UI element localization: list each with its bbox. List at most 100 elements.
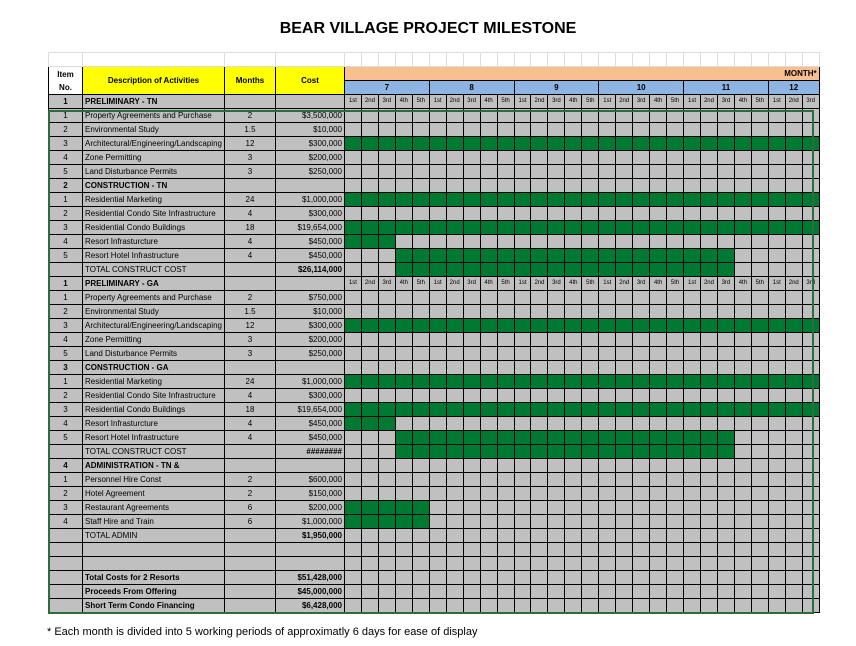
cost-value[interactable]: $10,000 (274, 304, 345, 319)
gantt-cell[interactable] (767, 262, 786, 277)
gantt-cell[interactable] (733, 500, 752, 515)
gantt-cell[interactable] (479, 570, 498, 585)
period-label[interactable]: 3rd (462, 276, 481, 291)
gantt-cell[interactable] (343, 332, 362, 347)
gantt-cell[interactable] (462, 290, 481, 305)
gantt-bar-cell[interactable] (428, 248, 447, 263)
gantt-cell[interactable] (360, 248, 379, 263)
gantt-cell[interactable] (496, 486, 515, 501)
gantt-bar-cell[interactable] (666, 192, 685, 207)
gantt-cell[interactable] (564, 304, 583, 319)
description[interactable]: Resort Hotel Infrastructure (82, 248, 225, 263)
gantt-cell[interactable] (530, 416, 549, 431)
gantt-cell[interactable] (683, 472, 701, 487)
gantt-cell[interactable] (445, 206, 464, 221)
gantt-bar-cell[interactable] (632, 192, 651, 207)
gantt-cell[interactable] (462, 206, 481, 221)
gantt-cell[interactable] (700, 472, 718, 487)
gantt-bar-cell[interactable] (394, 500, 413, 515)
gantt-cell[interactable] (394, 388, 413, 403)
gantt-cell[interactable] (530, 164, 549, 179)
gantt-cell[interactable] (581, 486, 600, 501)
gantt-cell[interactable] (750, 458, 769, 473)
gantt-cell[interactable] (683, 556, 701, 571)
gantt-cell[interactable] (360, 528, 379, 543)
month-header-7[interactable]: 7 (343, 80, 430, 95)
gantt-bar-cell[interactable] (801, 136, 820, 151)
gantt-bar-cell[interactable] (360, 374, 379, 389)
gantt-bar-cell[interactable] (716, 192, 735, 207)
gantt-bar-cell[interactable] (750, 192, 769, 207)
item-number[interactable] (48, 262, 83, 277)
item-number[interactable]: 4 (48, 514, 83, 529)
gantt-bar-cell[interactable] (632, 430, 651, 445)
gantt-cell[interactable] (377, 486, 396, 501)
gantt-cell[interactable] (343, 444, 362, 459)
gantt-cell[interactable] (496, 472, 515, 487)
gantt-cell[interactable] (615, 542, 634, 557)
empty-cell[interactable] (462, 52, 481, 67)
gantt-bar-cell[interactable] (360, 220, 379, 235)
gantt-cell[interactable] (377, 458, 396, 473)
gantt-cell[interactable] (716, 598, 735, 613)
gantt-cell[interactable] (530, 360, 549, 375)
gantt-cell[interactable] (564, 346, 583, 361)
gantt-cell[interactable] (564, 360, 583, 375)
gantt-cell[interactable] (360, 430, 379, 445)
gantt-cell[interactable] (801, 262, 820, 277)
gantt-cell[interactable] (513, 122, 532, 137)
gantt-bar-cell[interactable] (716, 318, 735, 333)
gantt-cell[interactable] (666, 206, 685, 221)
gantt-bar-cell[interactable] (343, 318, 362, 333)
gantt-cell[interactable] (767, 234, 786, 249)
gantt-cell[interactable] (547, 150, 566, 165)
cost-value[interactable]: $250,000 (274, 164, 345, 179)
gantt-cell[interactable] (733, 304, 752, 319)
gantt-cell[interactable] (801, 360, 820, 375)
gantt-bar-cell[interactable] (496, 248, 515, 263)
gantt-cell[interactable] (767, 542, 786, 557)
gantt-cell[interactable] (598, 164, 617, 179)
gantt-cell[interactable] (343, 150, 362, 165)
gantt-cell[interactable] (784, 444, 803, 459)
gantt-bar-cell[interactable] (394, 514, 413, 529)
gantt-cell[interactable] (733, 430, 752, 445)
gantt-cell[interactable] (530, 122, 549, 137)
gantt-bar-cell[interactable] (343, 136, 362, 151)
description[interactable]: TOTAL CONSTRUCT COST (82, 262, 225, 277)
gantt-cell[interactable] (615, 332, 634, 347)
gantt-cell[interactable] (632, 150, 651, 165)
gantt-bar-cell[interactable] (479, 192, 498, 207)
description[interactable]: Architectural/Engineering/Landscaping (82, 136, 225, 151)
gantt-cell[interactable] (767, 108, 786, 123)
gantt-cell[interactable] (733, 444, 752, 459)
gantt-bar-cell[interactable] (530, 192, 549, 207)
gantt-bar-cell[interactable] (343, 234, 362, 249)
gantt-bar-cell[interactable] (683, 374, 701, 389)
gantt-bar-cell[interactable] (377, 500, 396, 515)
gantt-cell[interactable] (428, 234, 447, 249)
cost-value[interactable]: $19,654,000 (274, 220, 345, 235)
gantt-cell[interactable] (428, 500, 447, 515)
month-header-8[interactable]: 8 (428, 80, 515, 95)
empty-cell[interactable] (700, 52, 718, 67)
gantt-cell[interactable] (716, 500, 735, 515)
months-value[interactable] (223, 542, 276, 557)
description[interactable] (82, 556, 225, 571)
gantt-cell[interactable] (513, 206, 532, 221)
period-label[interactable]: 1st (428, 276, 447, 291)
gantt-bar-cell[interactable] (581, 192, 600, 207)
item-number[interactable]: 5 (48, 248, 83, 263)
gantt-bar-cell[interactable] (615, 402, 634, 417)
gantt-cell[interactable] (360, 108, 379, 123)
gantt-cell[interactable] (496, 542, 515, 557)
gantt-cell[interactable] (479, 584, 498, 599)
gantt-cell[interactable] (750, 332, 769, 347)
gantt-cell[interactable] (445, 458, 464, 473)
empty-cell[interactable] (530, 52, 549, 67)
gantt-cell[interactable] (394, 472, 413, 487)
gantt-bar-cell[interactable] (767, 318, 786, 333)
gantt-cell[interactable] (428, 486, 447, 501)
gantt-cell[interactable] (394, 150, 413, 165)
gantt-cell[interactable] (360, 262, 379, 277)
